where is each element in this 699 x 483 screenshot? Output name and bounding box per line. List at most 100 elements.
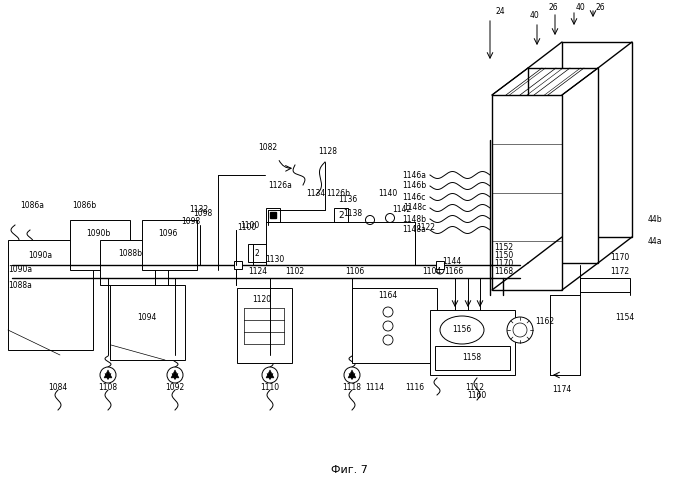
- Text: 1118: 1118: [343, 384, 361, 393]
- Text: 1174: 1174: [552, 385, 572, 395]
- Text: 1084: 1084: [48, 384, 68, 393]
- Text: 44a: 44a: [648, 238, 663, 246]
- Text: 1144: 1144: [442, 257, 461, 267]
- Text: 1130: 1130: [265, 255, 284, 264]
- Text: 1124: 1124: [248, 268, 267, 276]
- Bar: [436, 261, 444, 269]
- Text: 1112: 1112: [466, 384, 484, 393]
- Text: 1134: 1134: [306, 188, 325, 198]
- Circle shape: [507, 317, 533, 343]
- Polygon shape: [348, 370, 356, 378]
- Bar: [435, 346, 510, 370]
- Text: 26: 26: [548, 3, 558, 13]
- Text: 1088a: 1088a: [8, 281, 32, 289]
- Bar: [142, 220, 197, 270]
- Circle shape: [344, 367, 360, 383]
- Text: 1162: 1162: [535, 317, 554, 327]
- Text: 26: 26: [596, 2, 605, 12]
- Bar: [528, 68, 598, 263]
- Bar: [492, 95, 562, 290]
- Text: 1152: 1152: [494, 243, 513, 253]
- Text: Фиг. 7: Фиг. 7: [331, 465, 368, 475]
- Text: 1164: 1164: [378, 292, 398, 300]
- Circle shape: [383, 321, 393, 331]
- Text: 40: 40: [576, 2, 586, 12]
- Text: 1110: 1110: [261, 384, 280, 393]
- Text: 1120: 1120: [252, 296, 271, 304]
- Bar: [70, 220, 130, 270]
- Bar: [430, 310, 515, 375]
- Bar: [352, 288, 437, 363]
- Circle shape: [167, 367, 183, 383]
- Circle shape: [100, 367, 116, 383]
- Text: 1106: 1106: [345, 268, 365, 276]
- Text: 1098: 1098: [193, 209, 212, 217]
- Text: 1148b: 1148b: [402, 214, 426, 224]
- Bar: [100, 240, 155, 285]
- Text: 1092: 1092: [166, 384, 185, 393]
- Text: 1116: 1116: [405, 384, 424, 393]
- Text: 1142: 1142: [392, 205, 411, 214]
- Text: 1114: 1114: [366, 384, 384, 393]
- Text: 1160: 1160: [468, 390, 487, 399]
- Text: 1148c: 1148c: [403, 203, 426, 213]
- Text: 1146c: 1146c: [403, 193, 426, 201]
- Ellipse shape: [440, 316, 484, 344]
- Circle shape: [513, 323, 527, 337]
- Text: 1158: 1158: [463, 353, 482, 361]
- Text: 1086a: 1086a: [20, 200, 44, 210]
- Text: 1100: 1100: [240, 221, 259, 229]
- Text: 44b: 44b: [648, 215, 663, 225]
- Text: 1150: 1150: [494, 252, 513, 260]
- Bar: [266, 208, 280, 222]
- Text: 1104: 1104: [422, 268, 441, 276]
- Text: 1126a: 1126a: [268, 181, 292, 189]
- Text: 40: 40: [530, 11, 540, 19]
- Text: 1096: 1096: [158, 228, 178, 238]
- Bar: [580, 278, 630, 292]
- Text: 1166: 1166: [444, 268, 463, 276]
- Text: 2: 2: [338, 211, 344, 219]
- Bar: [8, 240, 93, 350]
- Text: 1146a: 1146a: [402, 170, 426, 180]
- Circle shape: [436, 266, 444, 274]
- Bar: [110, 285, 185, 360]
- Text: 1156: 1156: [452, 326, 472, 335]
- Text: 1100: 1100: [237, 224, 257, 232]
- Text: 1172: 1172: [610, 268, 629, 276]
- Text: 1122: 1122: [416, 224, 435, 232]
- Text: 24: 24: [495, 8, 505, 16]
- Text: 1086b: 1086b: [72, 200, 96, 210]
- Text: 1132: 1132: [189, 205, 208, 214]
- Text: 2: 2: [254, 248, 259, 257]
- Text: 1088b: 1088b: [118, 248, 142, 257]
- Text: 1148a: 1148a: [402, 226, 426, 235]
- Text: 1090a: 1090a: [28, 251, 52, 259]
- Bar: [270, 212, 276, 218]
- Text: 1168: 1168: [494, 268, 513, 276]
- Text: 1146b: 1146b: [402, 182, 426, 190]
- Text: 1094: 1094: [137, 313, 157, 323]
- Polygon shape: [171, 370, 179, 378]
- Text: 1140: 1140: [378, 188, 397, 198]
- Polygon shape: [266, 370, 274, 378]
- Text: 1138: 1138: [343, 209, 362, 217]
- Bar: [234, 261, 242, 269]
- Text: 1082: 1082: [259, 143, 278, 153]
- Polygon shape: [104, 370, 112, 378]
- Text: 1102: 1102: [285, 268, 305, 276]
- Text: 1108: 1108: [99, 384, 117, 393]
- Text: 1136: 1136: [338, 196, 357, 204]
- Text: 1128: 1128: [318, 147, 337, 156]
- Bar: [334, 208, 348, 222]
- Text: 1126b: 1126b: [326, 188, 350, 198]
- Text: 1090a: 1090a: [8, 266, 32, 274]
- Text: 1098: 1098: [181, 217, 200, 227]
- Circle shape: [383, 335, 393, 345]
- Text: 1154: 1154: [615, 313, 634, 323]
- Circle shape: [383, 307, 393, 317]
- Text: 1090b: 1090b: [86, 228, 110, 238]
- Bar: [248, 244, 266, 262]
- Circle shape: [262, 367, 278, 383]
- Text: 1170: 1170: [494, 259, 513, 269]
